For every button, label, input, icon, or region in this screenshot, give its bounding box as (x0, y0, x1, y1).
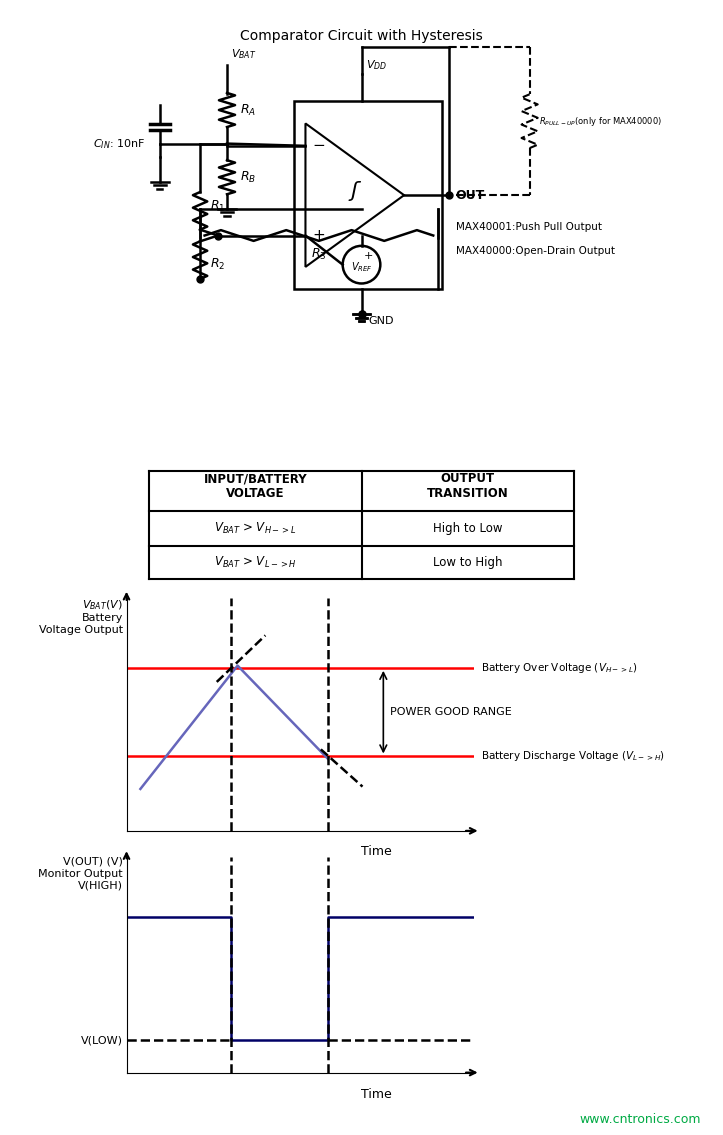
Text: $V_{REF}$: $V_{REF}$ (351, 260, 372, 275)
Text: −: − (312, 138, 325, 153)
Text: OUTPUT
TRANSITION: OUTPUT TRANSITION (427, 472, 509, 501)
Text: MAX40001:Push Pull Output: MAX40001:Push Pull Output (455, 221, 602, 232)
Text: Battery Discharge Voltage ($V_{L->H}$): Battery Discharge Voltage ($V_{L->H}$) (481, 749, 664, 764)
Text: Time: Time (361, 844, 392, 858)
Text: $R_{PULL-UP}$(only for MAX40000): $R_{PULL-UP}$(only for MAX40000) (539, 115, 662, 128)
Text: $\mathit{ʃ}$: $\mathit{ʃ}$ (348, 178, 362, 203)
Text: $R_A$: $R_A$ (239, 102, 256, 118)
Text: Time: Time (361, 1087, 392, 1101)
Text: $V_{BAT}$ > $V_{H->L}$: $V_{BAT}$ > $V_{H->L}$ (214, 521, 296, 536)
Text: Low to High: Low to High (433, 556, 502, 569)
Text: $C_{IN}$: 10nF: $C_{IN}$: 10nF (93, 136, 145, 151)
Text: $V_{DD}$: $V_{DD}$ (366, 58, 388, 72)
Text: $R_B$: $R_B$ (239, 169, 256, 185)
Text: Comparator Circuit with Hysteresis: Comparator Circuit with Hysteresis (240, 30, 483, 43)
Text: High to Low: High to Low (433, 522, 502, 535)
Text: POWER GOOD RANGE: POWER GOOD RANGE (390, 707, 512, 717)
Text: INPUT/BATTERY
VOLTAGE: INPUT/BATTERY VOLTAGE (203, 472, 307, 501)
Text: +: + (312, 228, 325, 243)
Text: MAX40000:Open-Drain Output: MAX40000:Open-Drain Output (455, 246, 615, 257)
Text: www.cntronics.com: www.cntronics.com (580, 1113, 701, 1126)
Text: $V_{BAT}$ > $V_{L->H}$: $V_{BAT}$ > $V_{L->H}$ (214, 555, 296, 570)
Text: +: + (364, 251, 373, 261)
Text: OUT: OUT (455, 188, 485, 202)
Text: Battery Over Voltage ($V_{H->L}$): Battery Over Voltage ($V_{H->L}$) (481, 661, 638, 675)
Text: $R_3$: $R_3$ (311, 246, 327, 262)
Text: $R_2$: $R_2$ (210, 258, 226, 272)
Text: GND: GND (368, 317, 394, 326)
Text: $V_{BAT}$: $V_{BAT}$ (231, 47, 257, 60)
Bar (294, 101, 442, 289)
Text: V(OUT) (V)
Monitor Output
V(HIGH): V(OUT) (V) Monitor Output V(HIGH) (38, 857, 123, 890)
Text: V(LOW): V(LOW) (81, 1035, 123, 1045)
Text: $R_1$: $R_1$ (210, 199, 226, 213)
Text: $V_{BAT}(V)$
Battery
Voltage Output: $V_{BAT}(V)$ Battery Voltage Output (39, 598, 123, 634)
